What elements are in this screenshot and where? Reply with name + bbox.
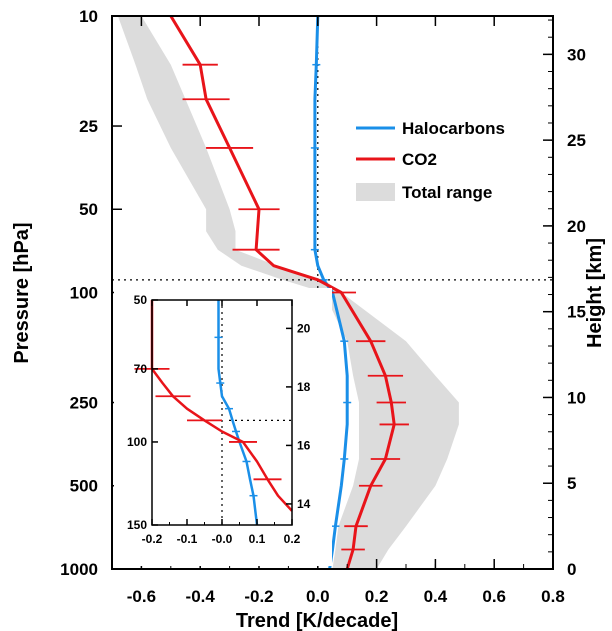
legend-total-range-label: Total range (402, 183, 492, 202)
main-y-right-tick-label: 20 (567, 217, 586, 236)
main-y-tick-label: 50 (79, 200, 98, 219)
main-halocarbons-line (313, 15, 349, 570)
main-y-tick-label: 1000 (60, 560, 98, 579)
main-x-tick-label: 0.8 (541, 587, 565, 606)
main-x-tick-label: 0.4 (424, 587, 448, 606)
y-right-axis-title: Height [km] (584, 238, 606, 348)
inset-plot: -0.2 -0.1 -0.0 0.1 0.2 50 70 100 150 14 16 18 20 (114, 288, 332, 566)
legend: Halocarbons CO2 Total range (356, 119, 505, 202)
inset-y-right-tick-label: 20 (297, 322, 311, 336)
main-y-tick-label: 10 (79, 7, 98, 26)
main-y-right-tick-label: 15 (567, 303, 586, 322)
inset-x-tick-label: 0.1 (249, 532, 266, 546)
inset-y-right-tick-label: 14 (297, 497, 311, 511)
main-x-tick-label: -0.6 (127, 587, 156, 606)
main-y-right-tick-label: 30 (567, 45, 586, 64)
inset-y-tick-label: 100 (127, 435, 147, 449)
inset-y-tick-label: 150 (127, 518, 147, 532)
inset-x-tick-label: -0.0 (212, 532, 233, 546)
main-y-right-tick-label: 25 (567, 131, 586, 150)
inset-x-tick-label: 0.2 (284, 532, 301, 546)
main-y-tick-label: 500 (70, 477, 98, 496)
inset-halocarbons-line (217, 300, 259, 526)
y-axis-title: Pressure [hPa] (11, 222, 33, 363)
main-plot: -0.6 -0.4 -0.2 0.0 0.2 0.4 0.6 0.81025501002505… (60, 7, 586, 606)
main-y-tick-label: 100 (70, 283, 98, 302)
x-axis-title: Trend [K/decade] (236, 610, 398, 631)
inset-y-tick-label: 70 (134, 362, 148, 376)
main-y-tick-label: 250 (70, 393, 98, 412)
legend-co2-label: CO2 (402, 150, 437, 169)
inset-background (114, 288, 332, 566)
inset-y-right-tick-label: 16 (297, 439, 311, 453)
main-co2-line (169, 15, 396, 570)
inset-y-tick-label: 50 (134, 293, 148, 307)
main-y-tick-label: 25 (79, 117, 98, 136)
main-x-tick-label: -0.2 (244, 587, 273, 606)
legend-total-range-swatch (356, 183, 395, 201)
main-x-tick-label: 0.0 (306, 587, 330, 606)
main-x-tick-label: -0.4 (186, 587, 216, 606)
main-range-band (117, 16, 459, 569)
inset-y-right-tick-label: 18 (297, 380, 311, 394)
main-x-tick-label: 0.2 (365, 587, 389, 606)
main-y-right-tick-label: 10 (567, 388, 586, 407)
main-x-tick-label: 0.6 (482, 587, 506, 606)
main-y-right-tick-label: 5 (567, 474, 576, 493)
main-y-right-tick-label: 0 (567, 560, 576, 579)
inset-x-tick-label: -0.2 (142, 532, 163, 546)
inset-x-tick-label: -0.1 (177, 532, 198, 546)
legend-halocarbons-label: Halocarbons (402, 119, 505, 138)
